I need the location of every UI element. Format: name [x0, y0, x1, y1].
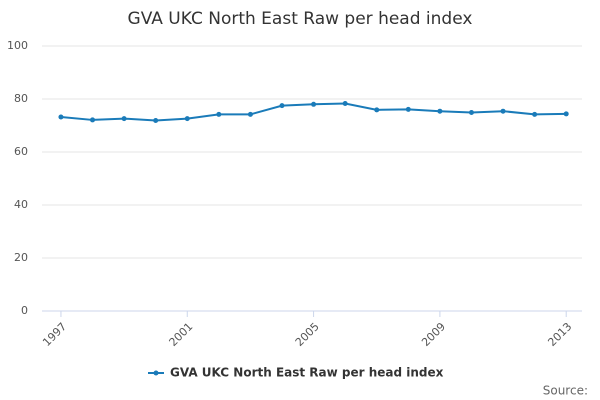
point [247, 111, 253, 117]
legend-label: GVA UKC North East Raw per head index [170, 366, 444, 380]
x-tick-label: 1997 [40, 320, 69, 349]
point [405, 106, 411, 112]
point [58, 114, 64, 120]
y-tick-label: 60 [14, 145, 28, 158]
point [532, 111, 538, 117]
point [342, 101, 348, 107]
y-tick-label: 20 [14, 251, 28, 264]
point [279, 103, 285, 109]
chart-title: GVA UKC North East Raw per head index [128, 9, 473, 29]
x-tick-label: 2009 [419, 320, 448, 349]
y-tick-label: 40 [14, 198, 28, 211]
y-tick-label: 100 [7, 39, 28, 52]
x-tick-label: 2005 [293, 320, 322, 349]
point [468, 110, 474, 116]
point [121, 116, 127, 122]
point [311, 101, 317, 107]
point [374, 107, 380, 113]
point [216, 111, 222, 117]
point [500, 108, 506, 114]
source: Source: [543, 384, 588, 398]
y-tick-label: 80 [14, 92, 28, 105]
y-tick-label: 0 [21, 304, 28, 317]
point [184, 116, 190, 122]
x-tick-label: 2001 [167, 320, 196, 349]
legend-symbol [153, 370, 159, 376]
point [90, 117, 96, 123]
point [437, 108, 443, 114]
x-tick-label: 2013 [545, 320, 574, 349]
point [563, 111, 569, 117]
point [153, 117, 159, 123]
